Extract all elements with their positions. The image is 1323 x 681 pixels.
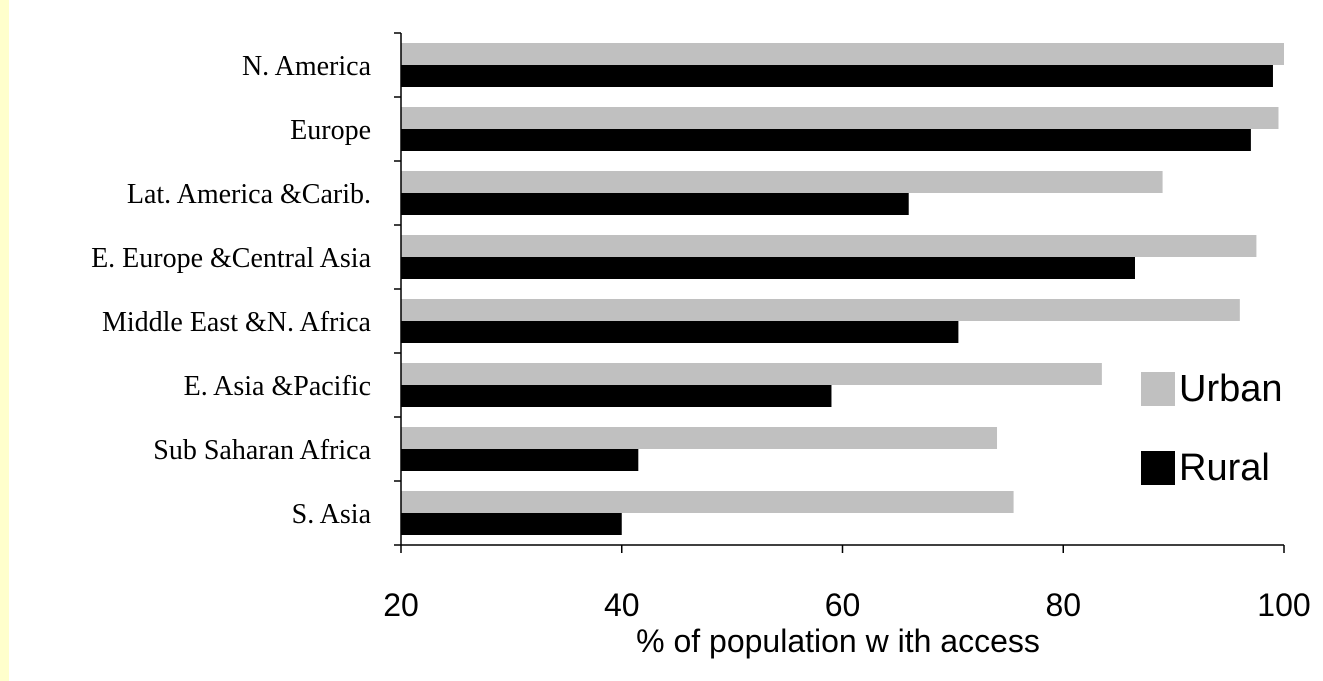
bar-urban-2: [401, 171, 1163, 193]
bar-rural-4: [401, 321, 959, 343]
x-tick-label-0: 20: [383, 587, 419, 623]
category-label-4: Middle East &N. Africa: [102, 307, 372, 338]
bar-chart: N. America Europe Lat. America &Carib. E. E…: [91, 32, 1311, 659]
bar-rural-0: [401, 65, 1273, 87]
legend: Urban Rural: [1141, 368, 1283, 489]
category-label-1: Europe: [290, 115, 371, 146]
axes-group: [394, 32, 1285, 553]
legend-swatch-rural: [1141, 451, 1175, 485]
chart-frame: N. America Europe Lat. America &Carib. E. E…: [9, 0, 1323, 681]
x-tick-label-1: 40: [604, 587, 640, 623]
bar-urban-7: [401, 491, 1014, 513]
x-tick-label-2: 60: [825, 587, 861, 623]
category-labels: N. America Europe Lat. America &Carib. E. E…: [91, 51, 372, 530]
x-tick-label-4: 100: [1257, 587, 1310, 623]
category-label-0: N. America: [242, 51, 372, 82]
bar-urban-1: [401, 107, 1279, 129]
category-label-2: Lat. America &Carib.: [127, 179, 371, 210]
bar-rural-3: [401, 257, 1135, 279]
bar-urban-0: [401, 43, 1284, 65]
category-label-3: E. Europe &Central Asia: [91, 243, 372, 274]
legend-swatch-urban: [1141, 372, 1175, 406]
bar-rural-6: [401, 449, 639, 471]
x-tick-label-3: 80: [1045, 587, 1081, 623]
bar-rural-2: [401, 193, 909, 215]
bar-rural-5: [401, 385, 832, 407]
bar-rural-7: [401, 513, 622, 535]
bar-urban-3: [401, 235, 1257, 257]
bar-rural-1: [401, 129, 1251, 151]
legend-label-urban: Urban: [1179, 368, 1283, 410]
x-tick-labels: 20 40 60 80 100: [383, 587, 1310, 623]
x-axis-title: % of population w ith access: [636, 623, 1040, 659]
legend-label-rural: Rural: [1179, 447, 1270, 489]
bar-urban-6: [401, 427, 998, 449]
bar-urban-5: [401, 363, 1102, 385]
category-label-7: S. Asia: [292, 499, 372, 530]
bars-group: [401, 43, 1284, 535]
bar-urban-4: [401, 299, 1240, 321]
category-label-6: Sub Saharan Africa: [153, 435, 371, 466]
category-label-5: E. Asia &Pacific: [184, 371, 371, 402]
